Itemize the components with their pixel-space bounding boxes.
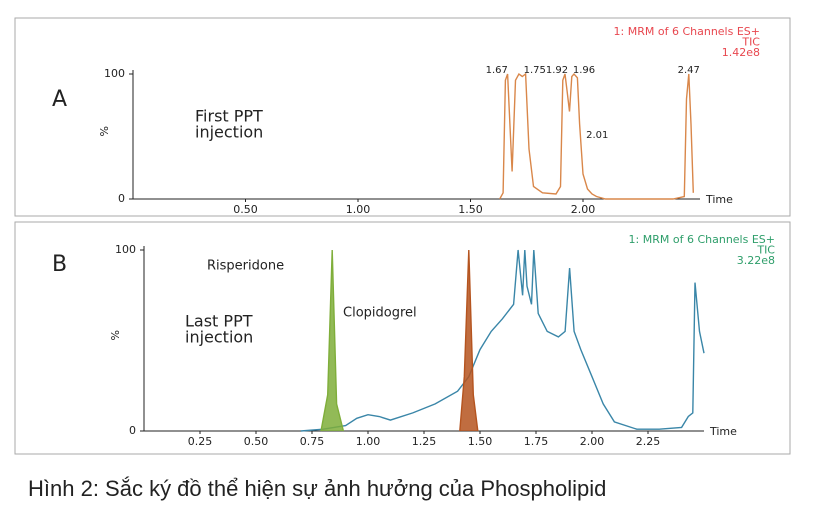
x-tick-label: 1.50 [458, 203, 483, 216]
y-axis-label: % [109, 330, 122, 340]
peak-label: 2.47 [678, 65, 700, 76]
x-tick-label: 1.50 [468, 435, 493, 448]
panel-label: B [52, 252, 67, 277]
annotation: injection [185, 328, 253, 347]
y-tick-label: 0 [129, 424, 136, 437]
x-tick-label: 1.00 [356, 435, 381, 448]
x-tick-label: 1.75 [524, 435, 549, 448]
y-tick-label: 100 [104, 67, 125, 80]
x-axis-label: Time [705, 193, 733, 206]
channel-header: 1.42e8 [722, 46, 760, 59]
annotation: injection [195, 123, 263, 142]
x-tick-label: 0.50 [233, 203, 258, 216]
x-tick-label: 2.00 [571, 203, 596, 216]
annotation: First PPT [195, 107, 263, 126]
trace [459, 249, 479, 432]
peak-area [459, 250, 478, 431]
annotation: Last PPT [185, 312, 253, 331]
x-tick-label: 0.50 [244, 435, 269, 448]
panel-frame [14, 221, 791, 455]
x-tick-label: 2.25 [636, 435, 661, 448]
caption: Hình 2: Sắc ký đồ thể hiện sự ảnh hưởng … [28, 476, 606, 501]
trace [300, 249, 705, 432]
x-tick-label: 1.25 [412, 435, 437, 448]
channel-header: TIC [741, 36, 760, 49]
peak-label: 1.92 [546, 65, 568, 76]
peak-area [321, 250, 344, 431]
channel-header: 3.22e8 [737, 254, 775, 267]
x-tick-label: 0.75 [300, 435, 325, 448]
series-label: Clopidogrel [343, 306, 417, 321]
peak-label: 1.75 [524, 65, 546, 76]
y-axis-label: % [98, 126, 111, 136]
peak-label: 1.96 [573, 65, 595, 76]
y-tick-label: 100 [115, 243, 136, 256]
trace [499, 72, 694, 200]
channel-header: 1: MRM of 6 Channels ES+ [614, 25, 760, 38]
x-axis-label: Time [709, 425, 737, 438]
channel-header: 1: MRM of 6 Channels ES+ [629, 233, 775, 246]
x-tick-label: 2.00 [580, 435, 605, 448]
peak-label: 2.01 [586, 130, 608, 141]
x-tick-label: 0.25 [188, 435, 213, 448]
panel-label: A [52, 87, 67, 112]
trace [320, 249, 345, 432]
panel-frame [14, 17, 791, 217]
peak-label: 1.67 [486, 65, 508, 76]
y-tick-label: 0 [118, 192, 125, 205]
series-label: Risperidone [207, 259, 284, 274]
x-tick-label: 1.00 [346, 203, 371, 216]
channel-header: TIC [756, 244, 775, 257]
